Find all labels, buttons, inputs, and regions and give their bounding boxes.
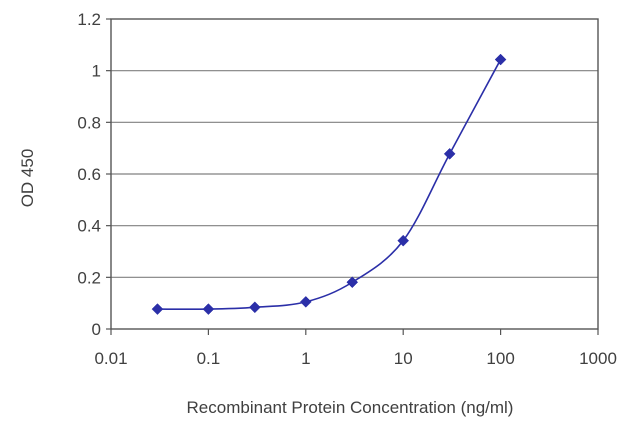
- y-tick-label: 0.8: [77, 113, 101, 132]
- x-tick-label: 0.1: [197, 349, 221, 368]
- y-tick-label: 0.2: [77, 268, 101, 287]
- data-point: [249, 301, 261, 314]
- data-point: [202, 303, 215, 315]
- x-tick-label: 10: [394, 349, 413, 368]
- x-tick-label: 0.01: [94, 349, 127, 368]
- data-point: [151, 303, 164, 315]
- series-layer: [151, 53, 507, 315]
- data-point: [299, 296, 312, 308]
- data-point: [494, 53, 507, 66]
- y-tick-labels: 0 0.2 0.4 0.6 0.8 1 1.2: [77, 10, 101, 339]
- y-tick-label: 0.4: [77, 217, 101, 236]
- y-tick-label: 1.2: [77, 10, 101, 29]
- series-line: [157, 59, 502, 311]
- y-tick-label: 0: [92, 320, 101, 339]
- y-axis-label: OD 450: [18, 149, 37, 208]
- x-tick-label: 1000: [579, 349, 617, 368]
- data-point: [397, 234, 410, 247]
- x-tick-labels: 0.01 0.1 1 10 100 1000: [94, 349, 616, 368]
- data-point: [346, 276, 359, 289]
- y-tick-label: 0.6: [77, 165, 101, 184]
- x-tick-label: 1: [301, 349, 310, 368]
- axes: [106, 18, 599, 335]
- y-tick-label: 1: [92, 62, 101, 81]
- grid-lines: [111, 70, 598, 278]
- x-tick-label: 100: [486, 349, 514, 368]
- data-point: [443, 147, 456, 160]
- x-axis-label: Recombinant Protein Concentration (ng/ml…: [187, 398, 514, 417]
